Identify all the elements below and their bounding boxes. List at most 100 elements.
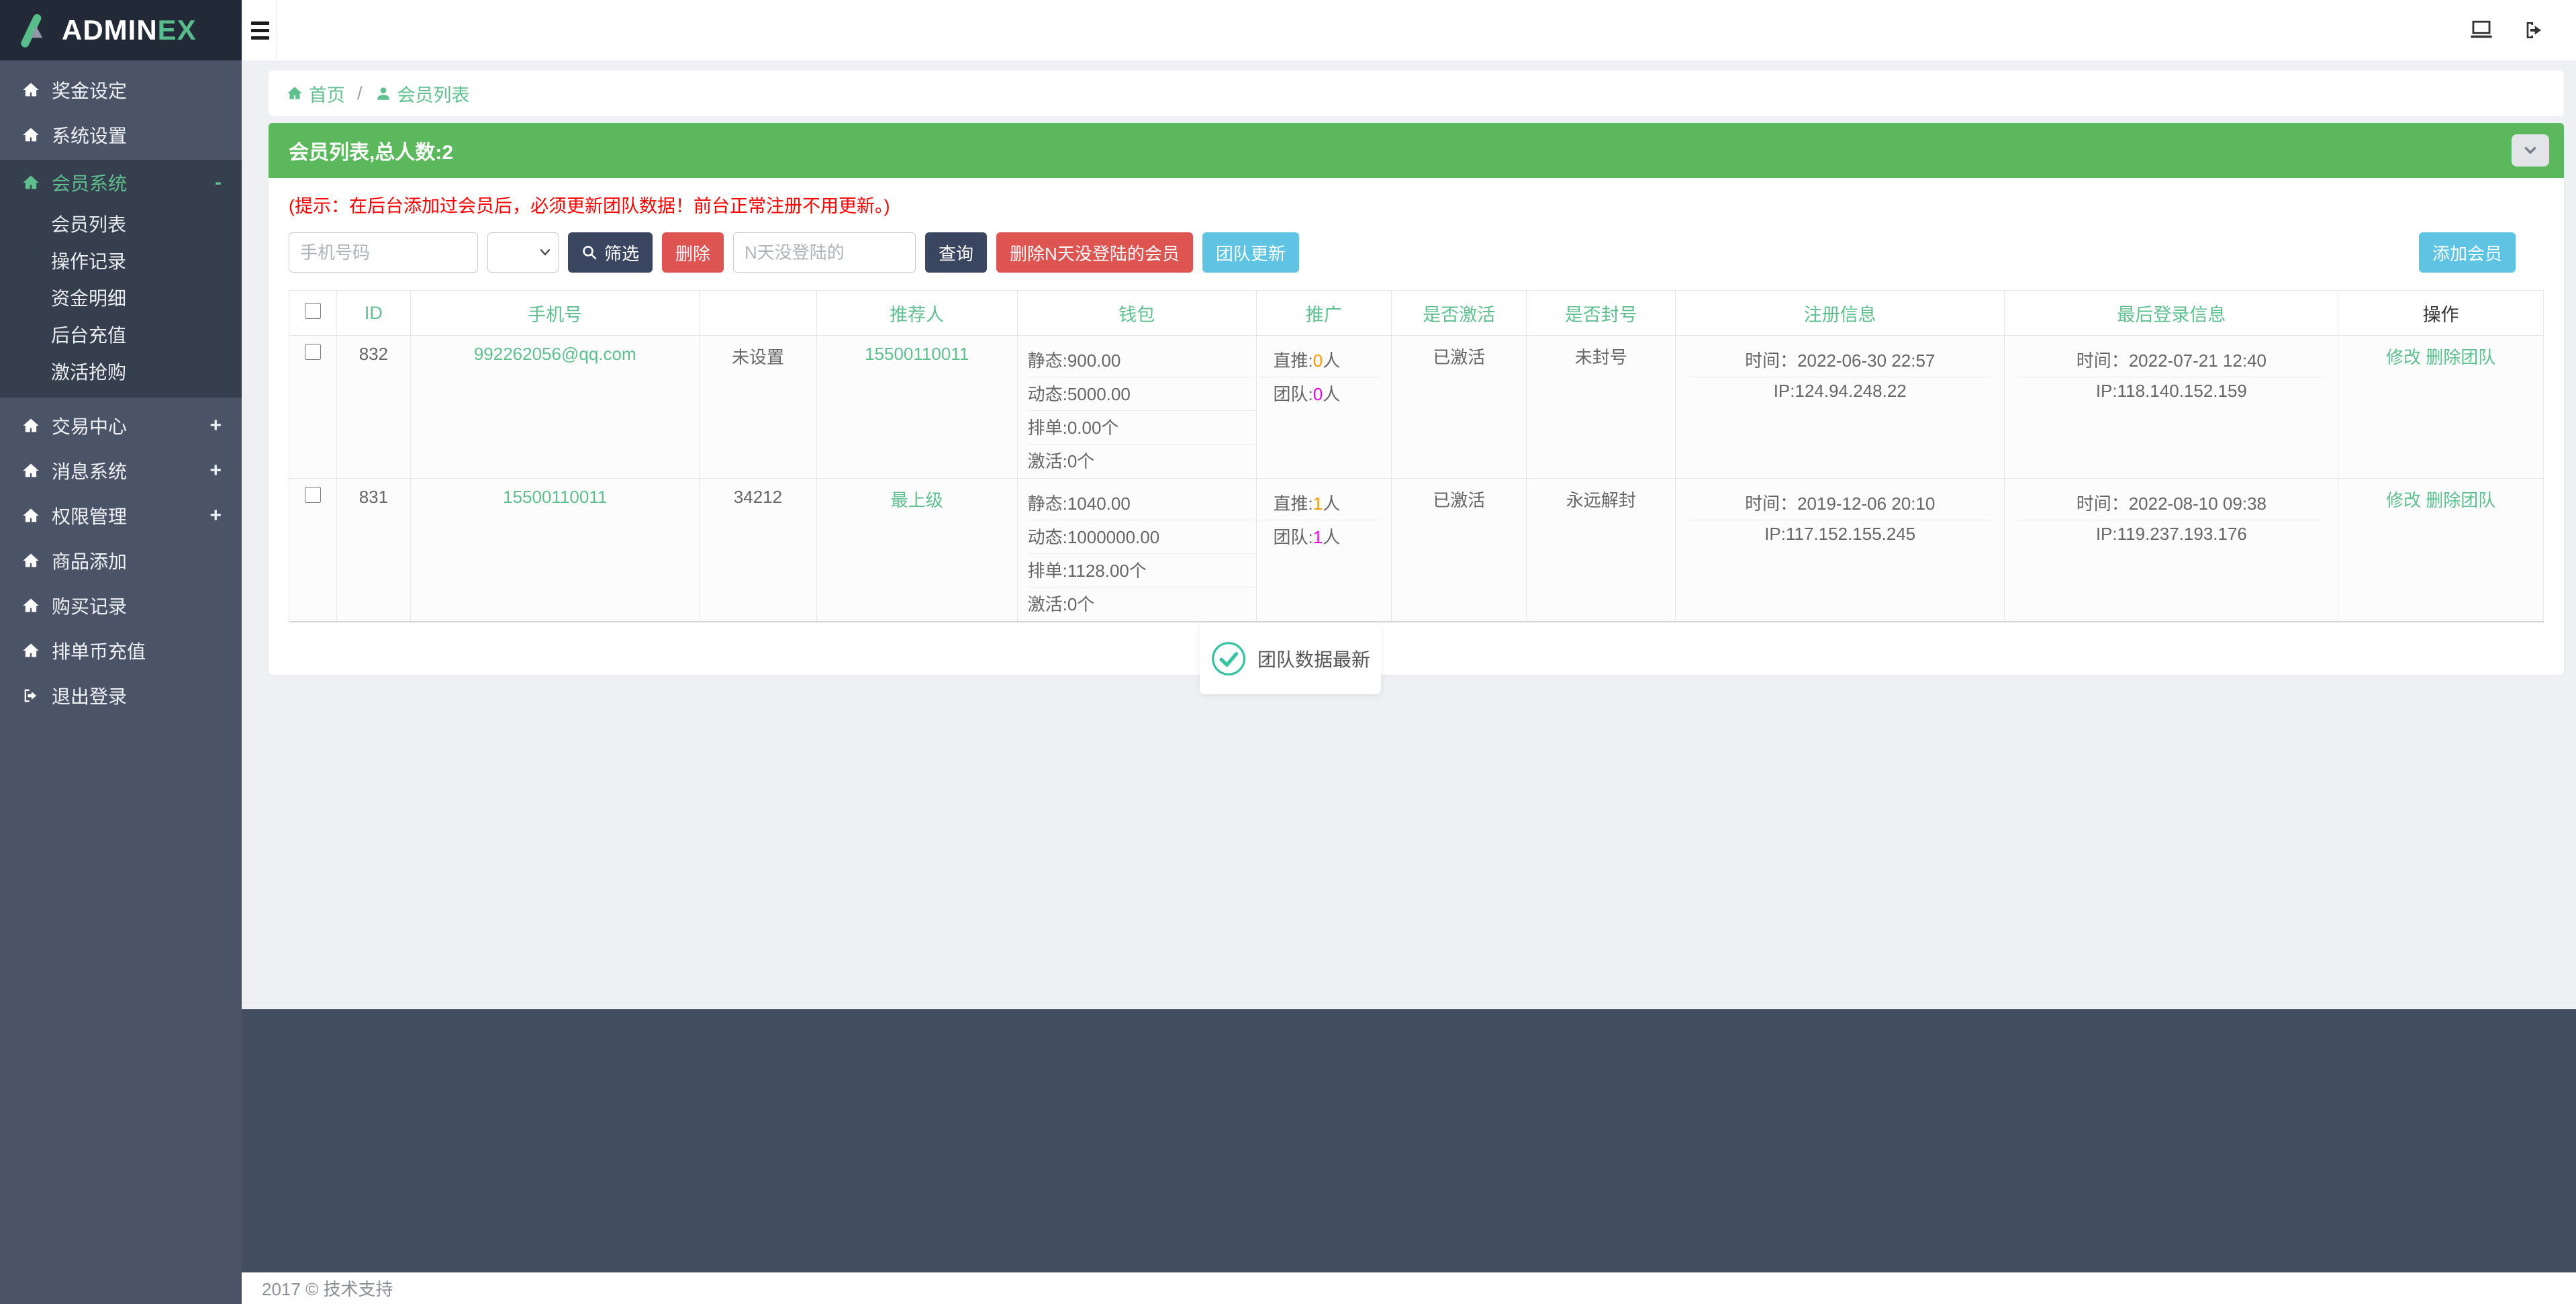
header-select-all xyxy=(289,290,337,336)
logo: ADMINEX xyxy=(0,0,242,60)
row-checkbox[interactable] xyxy=(304,344,321,360)
cell-wallet: 静态:1040.00 动态:1000000.00 排单:1128.00个 激活:… xyxy=(1016,478,1257,622)
panel-collapse-button[interactable] xyxy=(2512,134,2549,167)
breadcrumb-current-link[interactable]: 会员列表 xyxy=(375,81,470,107)
cell-wallet: 静态:900.00 动态:5000.00 排单:0.00个 激活:0个 xyxy=(1016,335,1257,479)
sidebar-subitem-operation-log[interactable]: 操作记录 xyxy=(0,242,242,279)
edit-link[interactable]: 修改 xyxy=(2386,347,2422,367)
sidebar-group-member-system: 会员系统 - 会员列表 操作记录 资金明细 后台充值 激活抢购 xyxy=(0,160,242,398)
topbar-actions xyxy=(2470,0,2544,60)
sign-out-icon xyxy=(21,686,42,705)
sidebar-subitem-backend-recharge[interactable]: 后台充值 xyxy=(0,316,242,353)
hamburger-menu-icon xyxy=(251,21,269,25)
cell-phone: 992262056@qq.com xyxy=(410,335,700,479)
sidebar-item-trade-center[interactable]: 交易中心 + xyxy=(0,403,242,448)
sidebar-item-member-system[interactable]: 会员系统 - xyxy=(0,160,242,205)
filter-select[interactable] xyxy=(487,232,559,273)
logo-text: ADMINEX xyxy=(62,14,197,46)
sidebar-item-bonus-settings[interactable]: 奖金设定 xyxy=(0,67,242,112)
table-header-row: ID 手机号 推荐人 钱包 推广 是否激活 是否封号 注册信息 最后登录信息 操… xyxy=(289,290,2544,336)
days-not-login-input[interactable] xyxy=(733,232,916,273)
panel-title: 会员列表,总人数:2 xyxy=(289,142,454,164)
wallet-activation: 激活:0个 xyxy=(1027,594,1095,614)
promo-team: 团队:1人 xyxy=(1273,527,1341,547)
sidebar-subitem-label: 操作记录 xyxy=(51,250,127,272)
header-referrer: 推荐人 xyxy=(816,290,1018,336)
row-checkbox[interactable] xyxy=(304,487,321,503)
sidebar-item-system-settings[interactable]: 系统设置 xyxy=(0,112,242,157)
sidebar: ADMINEX 奖金设定 系统设置 会员系统 - 会员列表 操作记录 资金明细 xyxy=(0,0,242,1304)
sidebar-item-logout[interactable]: 退出登录 xyxy=(0,673,242,718)
panel-header: 会员列表,总人数:2 xyxy=(269,123,2564,178)
sidebar-subitem-member-list[interactable]: 会员列表 xyxy=(0,205,242,242)
search-icon xyxy=(581,244,598,261)
team-count: 0 xyxy=(1313,384,1323,404)
wallet-activation: 激活:0个 xyxy=(1027,451,1095,471)
edit-link[interactable]: 修改 xyxy=(2386,490,2422,510)
sidebar-item-permission-management[interactable]: 权限管理 + xyxy=(0,493,242,538)
sidebar-subitem-activate-purchase[interactable]: 激活抢购 xyxy=(0,353,242,389)
register-ip: IP:117.152.155.245 xyxy=(1764,524,1916,544)
delete-inactive-members-button[interactable]: 删除N天没登陆的会员 xyxy=(996,232,1193,273)
referrer-link[interactable]: 15500110011 xyxy=(865,344,969,364)
delete-button[interactable]: 删除 xyxy=(662,232,724,273)
table-row: 831 15500110011 34212 最上级 静态:1040.00 动态:… xyxy=(289,478,2544,622)
sign-out-icon[interactable] xyxy=(2522,19,2544,41)
sidebar-item-label: 消息系统 xyxy=(52,461,128,482)
add-member-button-label: 添加会员 xyxy=(2432,243,2502,264)
sidebar-subitem-label: 会员列表 xyxy=(51,214,127,235)
wallet-dynamic: 动态:5000.00 xyxy=(1027,377,1255,411)
filter-toolbar: 筛选 删除 查询 删除N天没登陆的会员 团队更新 添加会员 xyxy=(269,220,2564,282)
cell-id: 832 xyxy=(336,335,411,479)
delete-team-link[interactable]: 删除团队 xyxy=(2426,490,2496,510)
delete-team-link[interactable]: 删除团队 xyxy=(2426,347,2496,367)
promo-direct: 直推:1人 xyxy=(1257,487,1382,520)
phone-number-input[interactable] xyxy=(289,232,478,273)
sidebar-item-purchase-record[interactable]: 购买记录 xyxy=(0,583,242,628)
wallet-dynamic: 动态:1000000.00 xyxy=(1027,520,1255,554)
filter-button-label: 筛选 xyxy=(604,243,640,264)
phone-link[interactable]: 992262056@qq.com xyxy=(473,344,636,364)
phone-link[interactable]: 15500110011 xyxy=(503,487,608,507)
home-icon xyxy=(21,416,42,435)
filter-button[interactable]: 筛选 xyxy=(568,232,653,273)
referrer-link[interactable]: 最上级 xyxy=(890,490,943,510)
footer-copyright: 2017 © 技术支持 xyxy=(262,1279,393,1299)
sidebar-subitem-label: 资金明细 xyxy=(51,287,127,309)
sidebar-item-queue-coin-recharge[interactable]: 排单币充值 xyxy=(0,628,242,673)
sidebar-subitem-fund-detail[interactable]: 资金明细 xyxy=(0,279,242,316)
breadcrumb-home-link[interactable]: 首页 xyxy=(286,81,345,107)
home-icon xyxy=(21,641,42,660)
header-ban-status: 是否封号 xyxy=(1526,290,1676,336)
cell-promotion: 直推:0人 团队:0人 xyxy=(1255,335,1392,479)
header-name xyxy=(699,290,817,336)
last-login-ip: IP:119.237.193.176 xyxy=(2095,524,2247,544)
header-wallet: 钱包 xyxy=(1016,290,1257,336)
expand-plus-icon: + xyxy=(209,459,222,481)
sidebar-item-message-system[interactable]: 消息系统 + xyxy=(0,448,242,493)
sidebar-toggle-button[interactable] xyxy=(242,0,277,60)
sidebar-item-label: 商品添加 xyxy=(52,551,128,572)
home-icon xyxy=(21,596,42,615)
select-all-checkbox[interactable] xyxy=(304,302,321,319)
member-list-card: 会员列表,总人数:2 (提示：在后台添加过会员后，必须更新团队数据！前台正常注册… xyxy=(269,123,2564,675)
promo-direct: 直推:0人 xyxy=(1257,344,1382,377)
home-icon xyxy=(21,461,42,480)
header-activated: 是否激活 xyxy=(1391,290,1527,336)
query-button[interactable]: 查询 xyxy=(925,232,988,273)
desktop-icon[interactable] xyxy=(2470,20,2493,40)
team-update-button[interactable]: 团队更新 xyxy=(1202,232,1299,273)
add-member-button[interactable]: 添加会员 xyxy=(2418,232,2516,273)
cell-last-login-info: 时间：2022-07-21 12:40 IP:118.140.152.159 xyxy=(2004,335,2338,479)
home-icon xyxy=(286,85,303,102)
breadcrumb: 首页 / 会员列表 xyxy=(269,71,2564,116)
footer: 2017 © 技术支持 xyxy=(242,1272,2576,1304)
breadcrumb-current-label: 会员列表 xyxy=(397,85,470,105)
user-icon xyxy=(375,85,392,102)
header-register-info: 注册信息 xyxy=(1675,290,2005,336)
home-icon xyxy=(21,126,42,144)
header-promotion: 推广 xyxy=(1255,290,1392,336)
check-circle-icon xyxy=(1210,641,1247,677)
sidebar-item-label: 退出登录 xyxy=(52,686,128,707)
sidebar-item-product-add[interactable]: 商品添加 xyxy=(0,538,242,583)
